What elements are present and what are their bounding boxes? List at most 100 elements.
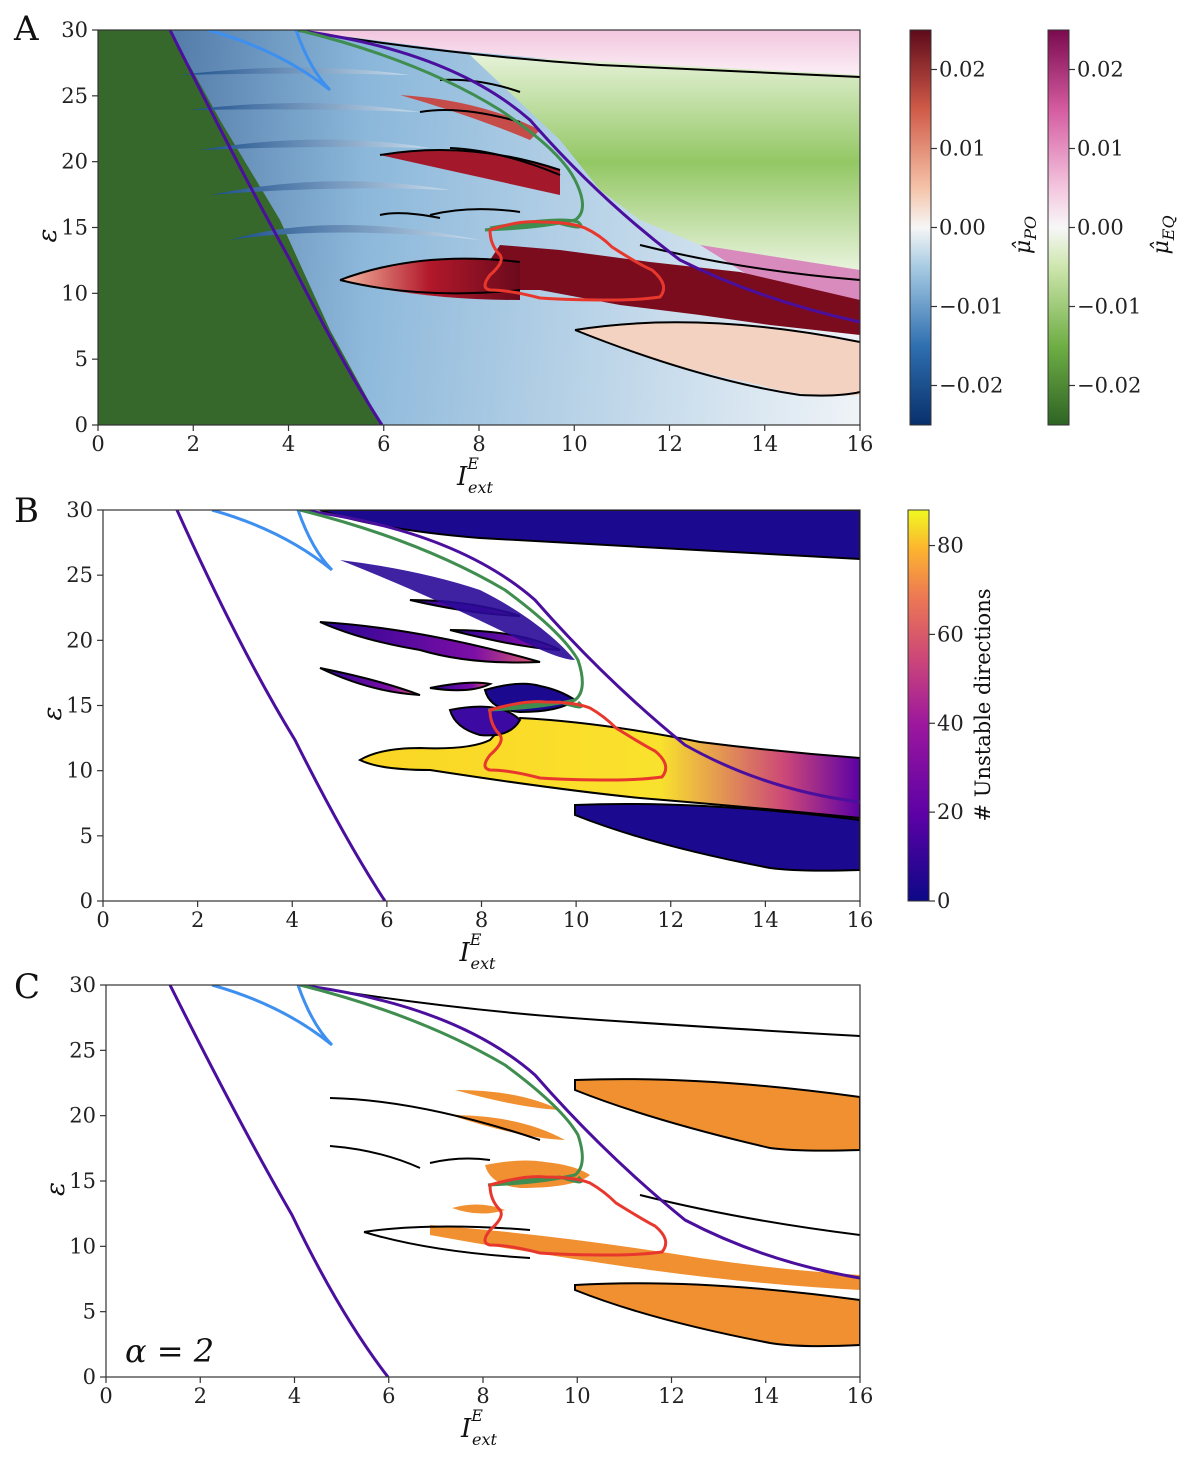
colorbar-po-label-main: μ̂: [1011, 240, 1036, 254]
x-axis-label-sub: ext: [472, 1430, 497, 1449]
x-tick-label: 8: [472, 432, 485, 456]
y-tick-label: 5: [80, 824, 93, 848]
x-tick-label: 12: [658, 1384, 685, 1408]
x-tick-label: 0: [91, 432, 104, 456]
panel-a: A: [13, 9, 1178, 497]
heatmap-c: [299, 985, 860, 1348]
overlay-curves-c: [168, 985, 860, 1377]
colorbar-unstable-fill: [907, 509, 930, 902]
colorbar-tick-label: 0.00: [1077, 216, 1124, 240]
po-finger-4: [190, 102, 420, 112]
eq-top-region: [295, 30, 860, 75]
alpha-annotation: α = 2: [125, 1332, 214, 1370]
colorbar-tick-label: −0.01: [1077, 295, 1141, 319]
blue-curve: [207, 30, 332, 92]
x-tick-label: 10: [564, 1384, 591, 1408]
x-tick-label: 16: [847, 908, 874, 932]
y-tick-label: 30: [61, 18, 88, 42]
x-tick-label: 10: [561, 432, 588, 456]
colorbar-eq-label-main: μ̂: [1149, 240, 1174, 254]
colorbar-po-ticks: −0.02 −0.01 0.00 0.01 0.02: [931, 58, 1003, 398]
contour-finger-mid: [379, 149, 561, 216]
po-lower-salmon: [575, 322, 860, 396]
contour-finger-small: [379, 147, 561, 219]
black-contours-c: [299, 985, 860, 1259]
red-closed-curve: [483, 700, 668, 782]
y-tick-label: 0: [80, 889, 93, 913]
unstable-finger-3: [429, 681, 494, 692]
purple-left-curve: [175, 510, 387, 901]
y-tick-label: 20: [66, 628, 93, 652]
x-tick-label: 0: [96, 908, 109, 932]
po-finger-1: [230, 225, 480, 240]
colorbar-unstable: 0 20 40 60 80 # Unstable directions: [907, 509, 995, 913]
x-tick-label: 2: [194, 1384, 207, 1408]
x-tick-label: 8: [475, 908, 488, 932]
y-axis-label: ε: [41, 1182, 71, 1196]
orange-stripe: [430, 1225, 860, 1290]
x-tick-label: 14: [752, 1384, 779, 1408]
y-tick-label: 10: [69, 1234, 96, 1258]
unstable-finger-2: [319, 667, 421, 696]
axes-c: 0 2 4 6 8 10 12 14 16 0 5 10 15 20 25 30 IE ext ε: [41, 973, 873, 1449]
colorbar-tick-label: 40: [937, 711, 964, 735]
po-red-mid: [380, 150, 560, 195]
x-tick-label: 10: [563, 908, 590, 932]
colorbar-tick-label: −0.02: [1077, 374, 1141, 398]
blue-curve: [211, 510, 334, 572]
panel-b: B 0 2 4 6 8 10 12 14 16 0 5 10 15 20 25 30 IE ext ε 0: [14, 491, 995, 973]
y-tick-label: 10: [61, 281, 88, 305]
y-tick-label: 15: [61, 216, 88, 240]
x-tick-label: 14: [751, 432, 778, 456]
x-tick-label: 14: [752, 908, 779, 932]
overlay-curves-b: [175, 510, 860, 901]
black-contours-a: [294, 30, 860, 397]
contour-finger-big: [339, 257, 521, 295]
x-axis-label: IE ext: [456, 454, 493, 497]
x-axis-label-sup: E: [466, 454, 479, 473]
unstable-lower-band: [574, 803, 860, 872]
panel-label-a: A: [13, 9, 39, 49]
x-axis-label-sub: ext: [470, 954, 495, 973]
x-tick-label: 16: [847, 432, 874, 456]
x-axis-label-main: I: [456, 462, 468, 492]
y-axis-label: ε: [38, 707, 68, 721]
colorbar-unstable-label: # Unstable directions: [971, 589, 995, 822]
colorbar-tick-label: 60: [937, 622, 964, 646]
x-tick-label: 16: [847, 1384, 874, 1408]
po-red-finger: [340, 258, 520, 300]
colorbar-po-fill: [909, 29, 932, 426]
panel-label-c: C: [14, 967, 40, 1007]
axes-a: 0 2 4 6 8 10 12 14 16 0 5 10 15 20 25 30 IE ext ε: [33, 18, 873, 497]
x-tick-label: 6: [377, 432, 390, 456]
x-tick-label: 8: [476, 1384, 489, 1408]
colorbar-tick-label: 0.00: [939, 216, 986, 240]
colorbar-tick-label: 0: [937, 889, 950, 913]
x-axis-label-main: I: [459, 938, 471, 968]
x-tick-label: 2: [191, 908, 204, 932]
x-tick-label: 6: [380, 908, 393, 932]
unstable-left-finger: [448, 705, 522, 737]
colorbar-po-label: μ̂PO: [1011, 216, 1040, 254]
y-tick-label: 5: [83, 1300, 96, 1324]
y-tick-label: 20: [61, 150, 88, 174]
po-red-upper: [400, 95, 540, 140]
x-axis-label-sup: E: [469, 930, 482, 949]
purple-left-curve: [168, 30, 384, 425]
unstable-upper-fan: [340, 560, 575, 660]
contour-finger-big: [363, 1225, 531, 1259]
y-tick-label: 0: [83, 1365, 96, 1389]
colorbar-tick-label: 0.02: [1077, 58, 1124, 82]
contour-upper-fingers: [419, 78, 521, 123]
contour-top: [299, 985, 860, 1037]
x-axis-label-sup: E: [470, 1406, 483, 1425]
y-tick-label: 25: [66, 563, 93, 587]
x-axis-label: IE ext: [459, 930, 496, 973]
x-axis-label-main: I: [460, 1414, 472, 1444]
overlay-curves-a: [168, 30, 860, 425]
eq-green-left: [98, 30, 382, 425]
po-red-lower-band: [470, 245, 860, 335]
y-tick-label: 20: [69, 1104, 96, 1128]
x-tick-label: 2: [187, 432, 200, 456]
panel-label-b: B: [14, 491, 39, 531]
